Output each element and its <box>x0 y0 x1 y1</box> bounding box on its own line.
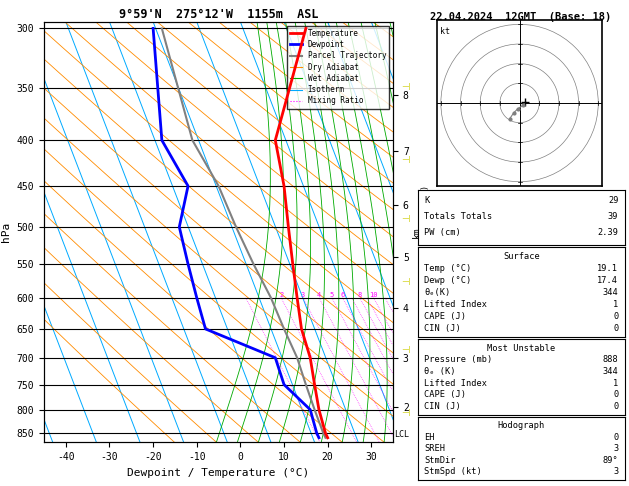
Text: 3: 3 <box>613 467 618 476</box>
Text: θₑ(K): θₑ(K) <box>425 288 451 297</box>
Title: 9°59'N  275°12'W  1155m  ASL: 9°59'N 275°12'W 1155m ASL <box>119 8 318 21</box>
Text: 344: 344 <box>603 288 618 297</box>
Text: 4: 4 <box>317 292 321 298</box>
Text: 3: 3 <box>301 292 305 298</box>
Text: Pressure (mb): Pressure (mb) <box>425 355 493 364</box>
Text: Lifted Index: Lifted Index <box>425 379 487 388</box>
Text: kt: kt <box>440 27 450 36</box>
Text: 344: 344 <box>603 367 618 376</box>
Text: CAPE (J): CAPE (J) <box>425 312 467 321</box>
Text: ⊣: ⊣ <box>401 83 410 92</box>
Text: Temp (°C): Temp (°C) <box>425 264 472 273</box>
Text: 0: 0 <box>613 433 618 442</box>
Text: Mixing Ratio (g/kg): Mixing Ratio (g/kg) <box>421 185 430 279</box>
Text: ⊣: ⊣ <box>401 345 410 355</box>
Text: 19.1: 19.1 <box>598 264 618 273</box>
Text: 8: 8 <box>358 292 362 298</box>
Text: 1: 1 <box>613 300 618 309</box>
Text: 2.39: 2.39 <box>598 228 618 237</box>
Text: StmDir: StmDir <box>425 455 456 465</box>
Text: Surface: Surface <box>503 252 540 261</box>
Text: ⊣: ⊣ <box>401 408 410 418</box>
Text: θₑ (K): θₑ (K) <box>425 367 456 376</box>
Text: 2: 2 <box>279 292 283 298</box>
Text: StmSpd (kt): StmSpd (kt) <box>425 467 482 476</box>
Text: CIN (J): CIN (J) <box>425 402 461 411</box>
Text: 0: 0 <box>613 402 618 411</box>
Y-axis label: km
ASL: km ASL <box>411 223 433 241</box>
Text: SREH: SREH <box>425 444 445 453</box>
Text: 0: 0 <box>613 390 618 399</box>
Text: EH: EH <box>425 433 435 442</box>
Text: 17.4: 17.4 <box>598 276 618 285</box>
Text: 1: 1 <box>613 379 618 388</box>
Text: PW (cm): PW (cm) <box>425 228 461 237</box>
Text: CIN (J): CIN (J) <box>425 324 461 333</box>
Text: 0: 0 <box>613 312 618 321</box>
Legend: Temperature, Dewpoint, Parcel Trajectory, Dry Adiabat, Wet Adiabat, Isotherm, Mi: Temperature, Dewpoint, Parcel Trajectory… <box>287 26 389 108</box>
Text: 22.04.2024  12GMT  (Base: 18): 22.04.2024 12GMT (Base: 18) <box>430 12 611 22</box>
Text: 10: 10 <box>369 292 378 298</box>
Text: 3: 3 <box>613 444 618 453</box>
Y-axis label: hPa: hPa <box>1 222 11 242</box>
Text: 89°: 89° <box>603 455 618 465</box>
Text: Hodograph: Hodograph <box>498 421 545 430</box>
Text: ⊣: ⊣ <box>401 277 410 287</box>
Text: 39: 39 <box>608 212 618 221</box>
Text: ⊣: ⊣ <box>401 156 410 165</box>
Text: Totals Totals: Totals Totals <box>425 212 493 221</box>
Text: Lifted Index: Lifted Index <box>425 300 487 309</box>
Text: 5: 5 <box>330 292 334 298</box>
Text: CAPE (J): CAPE (J) <box>425 390 467 399</box>
Text: K: K <box>425 196 430 205</box>
Text: Dewp (°C): Dewp (°C) <box>425 276 472 285</box>
Text: 0: 0 <box>613 324 618 333</box>
Text: Most Unstable: Most Unstable <box>487 344 555 353</box>
Text: 6: 6 <box>340 292 345 298</box>
Text: 29: 29 <box>608 196 618 205</box>
Text: 888: 888 <box>603 355 618 364</box>
X-axis label: Dewpoint / Temperature (°C): Dewpoint / Temperature (°C) <box>128 468 309 478</box>
Text: LCL: LCL <box>394 430 409 439</box>
Text: ⊣: ⊣ <box>401 214 410 224</box>
